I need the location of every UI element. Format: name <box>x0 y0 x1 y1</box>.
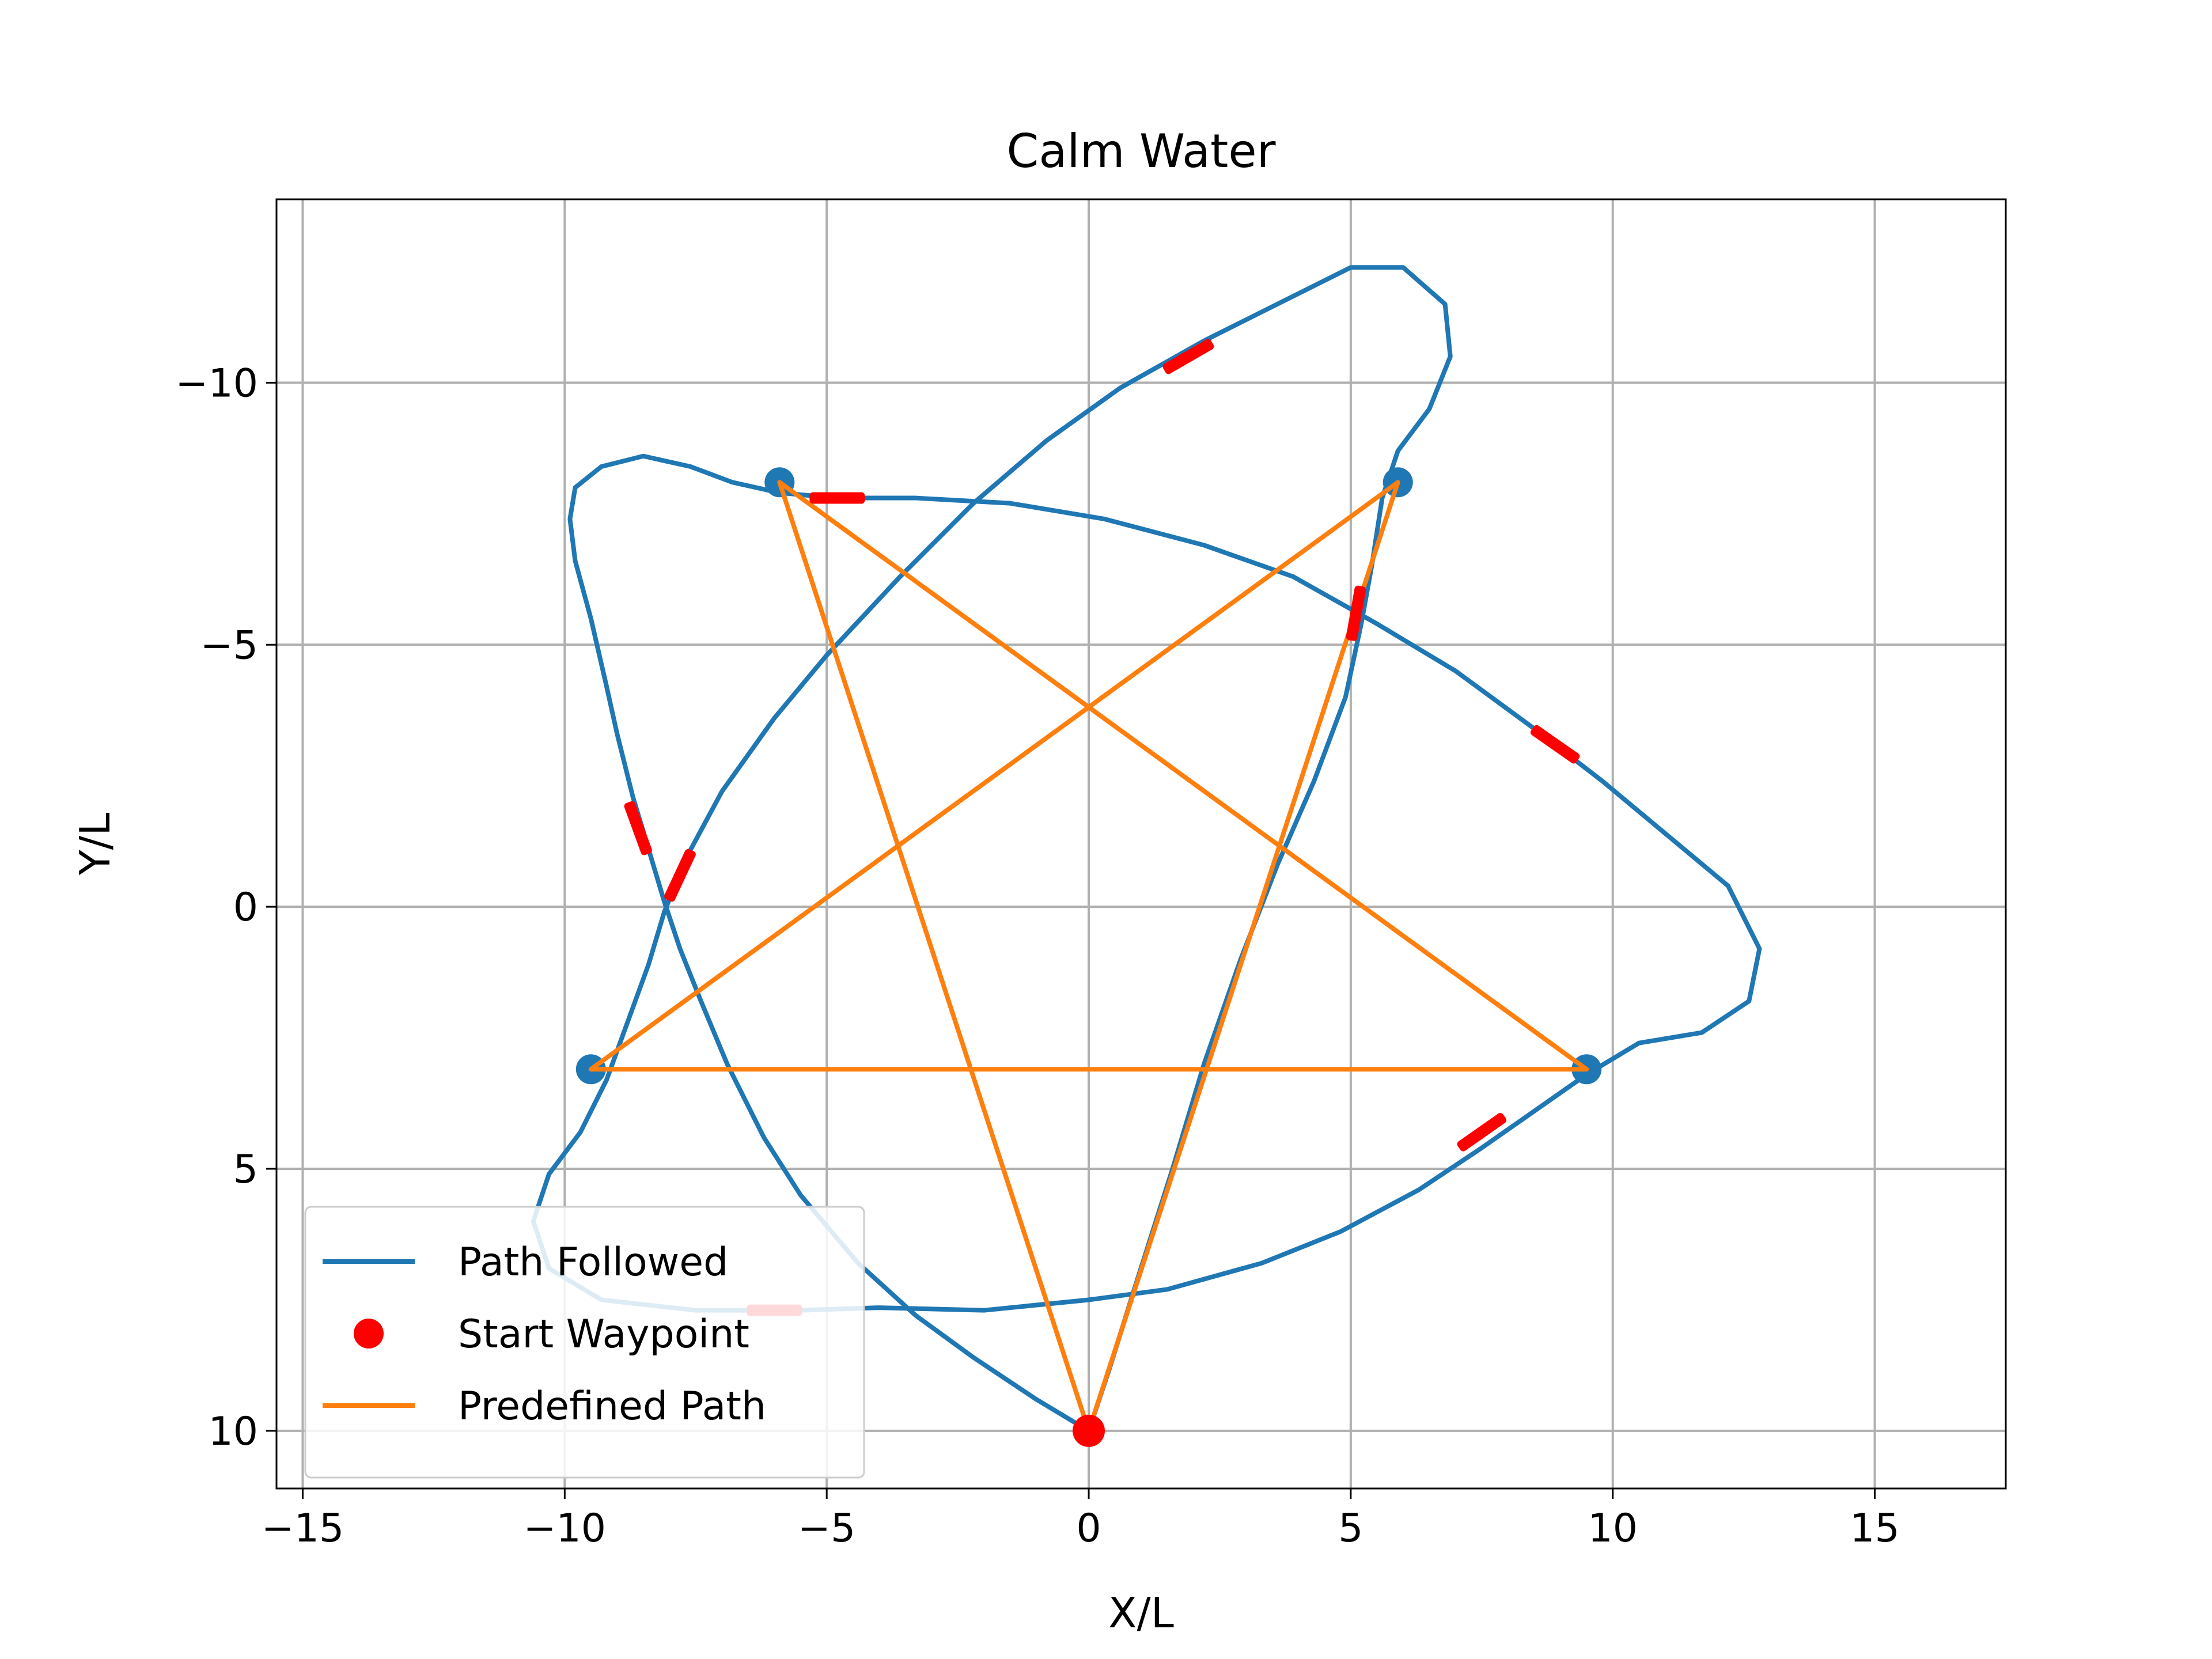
legend-label: Predefined Path <box>458 1384 766 1429</box>
legend-label: Path Followed <box>458 1240 728 1285</box>
x-tick-label: −10 <box>524 1506 607 1551</box>
predefined-path-line <box>588 480 1589 1432</box>
y-tick-label: −10 <box>175 361 258 406</box>
y-tick-label: 5 <box>233 1147 258 1192</box>
x-tick-label: −5 <box>798 1506 855 1551</box>
chart-title: Calm Water <box>1007 124 1276 178</box>
legend-box <box>304 1206 865 1479</box>
vessel-marker <box>664 849 696 902</box>
grid <box>276 199 2006 1488</box>
vessel-marker <box>1530 725 1580 764</box>
x-tick-label: 5 <box>1338 1506 1363 1551</box>
y-tick-label: 0 <box>233 885 258 930</box>
ticks: −15 −10 −5 0 5 10 15 −10 −5 0 5 10 <box>175 361 1899 1551</box>
x-tick-label: −15 <box>262 1506 344 1551</box>
legend: Path Followed Start Waypoint Predefined Pa… <box>304 1206 865 1479</box>
series-layer <box>531 265 1762 1447</box>
vessel-marker <box>1346 585 1366 641</box>
y-tick-label: 10 <box>208 1409 258 1455</box>
vessel-marker <box>1162 339 1214 374</box>
legend-marker-swatch <box>354 1319 384 1349</box>
x-tick-label: 15 <box>1850 1506 1900 1551</box>
vessel-marker <box>809 492 865 504</box>
y-axis-label: Y/L <box>71 813 119 876</box>
vessel-marker <box>1457 1112 1507 1152</box>
legend-label: Start Waypoint <box>458 1312 749 1357</box>
x-tick-label: 0 <box>1076 1506 1101 1551</box>
y-tick-label: −5 <box>200 623 258 668</box>
x-tick-label: 10 <box>1588 1506 1638 1551</box>
start-waypoint-marker <box>1073 1414 1105 1447</box>
plot-frame <box>275 198 2007 1490</box>
vessel-marker <box>624 801 652 855</box>
path-followed-line <box>531 265 1762 1433</box>
x-axis-label: X/L <box>1108 1589 1174 1637</box>
